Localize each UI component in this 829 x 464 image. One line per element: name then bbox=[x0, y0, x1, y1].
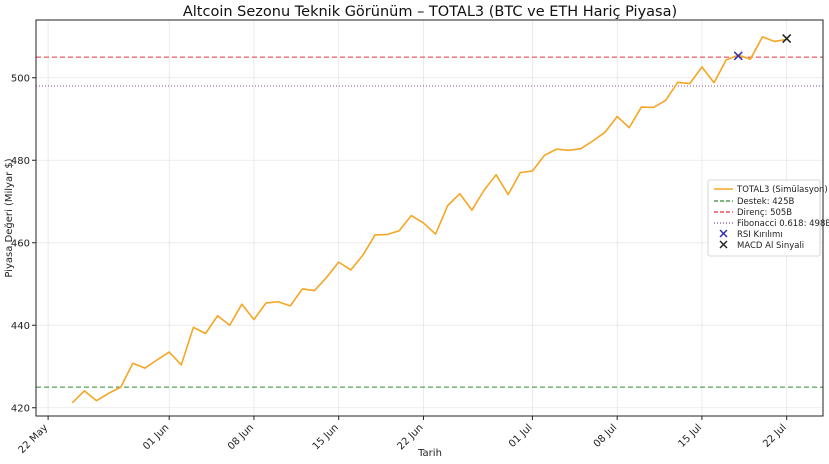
legend-label-resistance: Direnç: 505B bbox=[737, 208, 792, 218]
y-tick-label: 440 bbox=[11, 321, 30, 332]
legend-swatch-macd-icon bbox=[719, 240, 728, 249]
chart-title: Altcoin Sezonu Teknik Görünüm – TOTAL3 (… bbox=[183, 4, 677, 20]
legend-label-macd: MACD Al Sinyali bbox=[737, 241, 804, 251]
macd-marker bbox=[782, 34, 792, 44]
legend-label-support: Destek: 425B bbox=[737, 197, 794, 207]
plot-frame bbox=[35, 19, 824, 417]
x-tick-label: 22 Jul bbox=[761, 422, 789, 450]
y-tick-label: 420 bbox=[11, 403, 30, 414]
reference-lines bbox=[36, 56, 823, 388]
x-tick-label: 08 Jun bbox=[226, 422, 256, 452]
y-tick-label: 480 bbox=[11, 156, 30, 167]
x-tick-label: 01 Jun bbox=[141, 422, 171, 452]
x-tick-label: 08 Jul bbox=[592, 422, 620, 450]
legend-box bbox=[707, 179, 821, 257]
x-axis-ticks: 22 May 01 Jun 08 Jun 15 Jun 22 Jun 01 Jul 08 J… bbox=[17, 416, 789, 456]
y-axis-ticks: 420 440 460 480 500 bbox=[11, 73, 36, 414]
x-tick-label: 15 Jul bbox=[676, 422, 704, 450]
macd-marker-stroke bbox=[782, 34, 792, 44]
x-tick-label: 22 May bbox=[17, 422, 51, 456]
x-tick-label: 01 Jul bbox=[507, 422, 535, 450]
series-lines bbox=[71, 36, 787, 404]
rsi-marker-stroke bbox=[733, 51, 743, 61]
x-axis-label: Tarih bbox=[417, 448, 442, 459]
legend-label-fibonacci: Fibonacci 0.618: 498B bbox=[737, 219, 829, 229]
y-tick-label: 460 bbox=[11, 238, 30, 249]
x-tick-label: 15 Jun bbox=[311, 422, 341, 452]
rsi-marker bbox=[733, 51, 743, 61]
grid bbox=[36, 20, 823, 416]
legend-label-rsi: RSI Kırılımı bbox=[737, 230, 783, 240]
series-line-total3 bbox=[71, 36, 787, 404]
y-axis-label: Piyasa Değeri (Milyar $) bbox=[3, 158, 15, 277]
legend: TOTAL3 (Simülasyon) Destek: 425B Direnç:… bbox=[707, 179, 829, 257]
y-tick-label: 500 bbox=[11, 73, 30, 84]
legend-label-total3: TOTAL3 (Simülasyon) bbox=[736, 185, 828, 195]
markers bbox=[733, 34, 792, 61]
legend-swatch-rsi-icon bbox=[719, 229, 728, 238]
